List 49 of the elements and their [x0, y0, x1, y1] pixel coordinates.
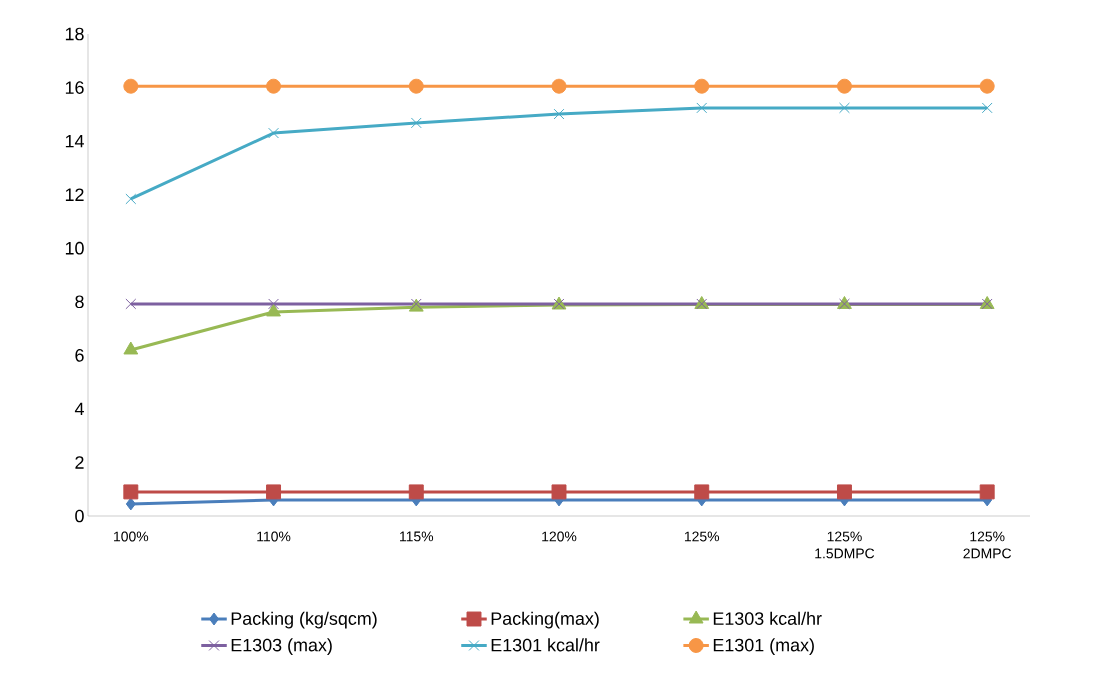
x-tick-label: 110% — [257, 531, 291, 542]
y-tick-label: 10 — [65, 241, 84, 255]
y-tick-label: 4 — [74, 402, 84, 416]
y-tick-label: 18 — [65, 27, 84, 41]
point — [125, 298, 137, 310]
point — [266, 78, 282, 94]
x-tick-label: 115% — [400, 531, 434, 542]
y-tick-label: 0 — [75, 509, 84, 523]
point — [408, 78, 424, 94]
point — [125, 497, 136, 511]
point — [410, 117, 422, 129]
point — [266, 303, 281, 317]
point — [979, 484, 995, 500]
y-tick-label: 14 — [65, 134, 84, 148]
point — [125, 193, 137, 205]
point — [696, 102, 708, 114]
point — [694, 78, 710, 94]
legend-label: Packing (kg/sqcm) — [231, 611, 377, 629]
legend-label: Packing(max) — [491, 611, 599, 629]
legend-label: E1303 kcal/hr — [713, 611, 822, 625]
point — [408, 484, 424, 500]
point — [266, 484, 282, 500]
point — [694, 484, 710, 500]
point — [268, 298, 279, 310]
point — [551, 484, 567, 500]
legend-label: E1303 (max) — [231, 638, 332, 655]
x-tick-label: 120% — [542, 531, 577, 542]
point — [123, 341, 139, 355]
point — [123, 484, 139, 500]
x-tick-label: 125% 1.5DMPC — [815, 531, 875, 559]
point — [268, 127, 279, 139]
point — [836, 78, 852, 94]
point — [981, 102, 993, 114]
point — [836, 484, 852, 500]
y-tick-label: 12 — [65, 188, 84, 201]
y-tick-label: 16 — [65, 81, 84, 94]
x-tick-label: 100% — [114, 531, 149, 542]
x-tick-label: 125% — [684, 531, 720, 542]
legend-label: E1301 (max) — [713, 638, 814, 655]
point — [979, 78, 995, 94]
point — [551, 78, 567, 94]
x-tick-label: 125% 2DMPC — [963, 531, 1012, 559]
point — [123, 78, 139, 94]
y-tick-label: 8 — [75, 295, 84, 309]
point — [839, 102, 850, 114]
point — [553, 108, 565, 120]
legend-label: E1301 kcal/hr — [491, 638, 600, 652]
y-tick-label: 6 — [75, 348, 84, 362]
y-tick-label: 2 — [75, 456, 84, 469]
